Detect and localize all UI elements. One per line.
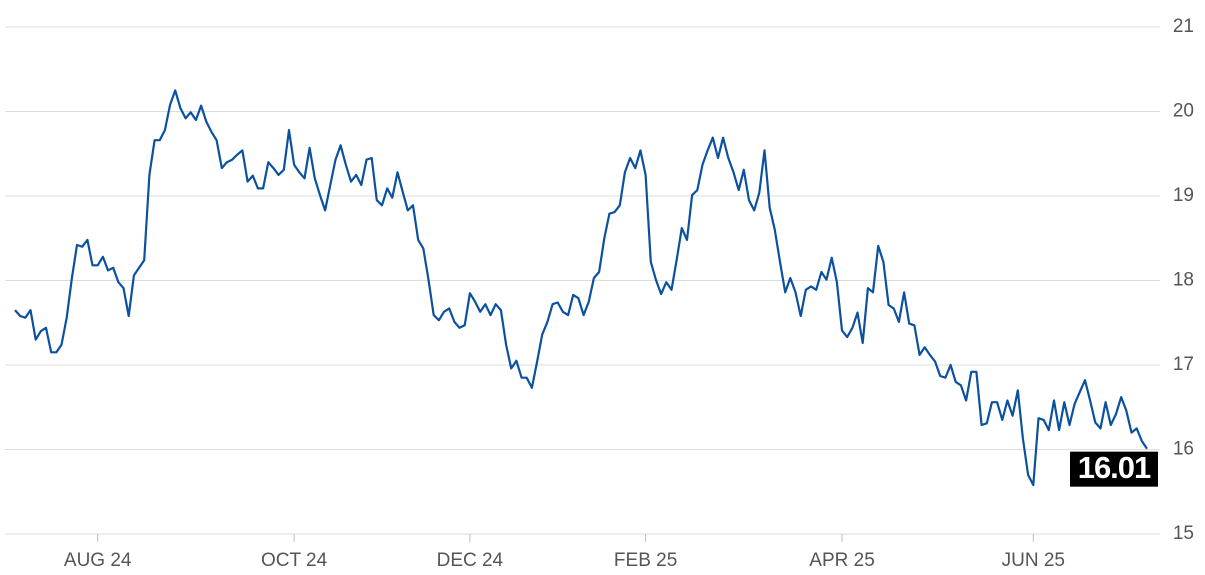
y-tick-label: 16 [1173, 439, 1194, 460]
y-tick-label: 18 [1173, 270, 1194, 291]
x-tick-label: JUN 25 [1002, 550, 1065, 571]
x-tick-label: DEC 24 [437, 550, 504, 571]
y-tick-label: 19 [1173, 185, 1194, 206]
y-tick-label: 20 [1173, 101, 1194, 122]
price-line [14, 89, 1148, 487]
y-tick-label: 17 [1173, 354, 1194, 375]
y-tick-label: 21 [1173, 16, 1194, 37]
x-tick-label: OCT 24 [261, 550, 328, 571]
x-tick-label: AUG 24 [64, 550, 132, 571]
x-tick-label: APR 25 [809, 550, 874, 571]
y-tick-label: 15 [1173, 523, 1194, 544]
x-tick-label: FEB 25 [614, 550, 677, 571]
last-value-label: 16.01 [1078, 450, 1151, 485]
last-value-box [1070, 451, 1158, 487]
